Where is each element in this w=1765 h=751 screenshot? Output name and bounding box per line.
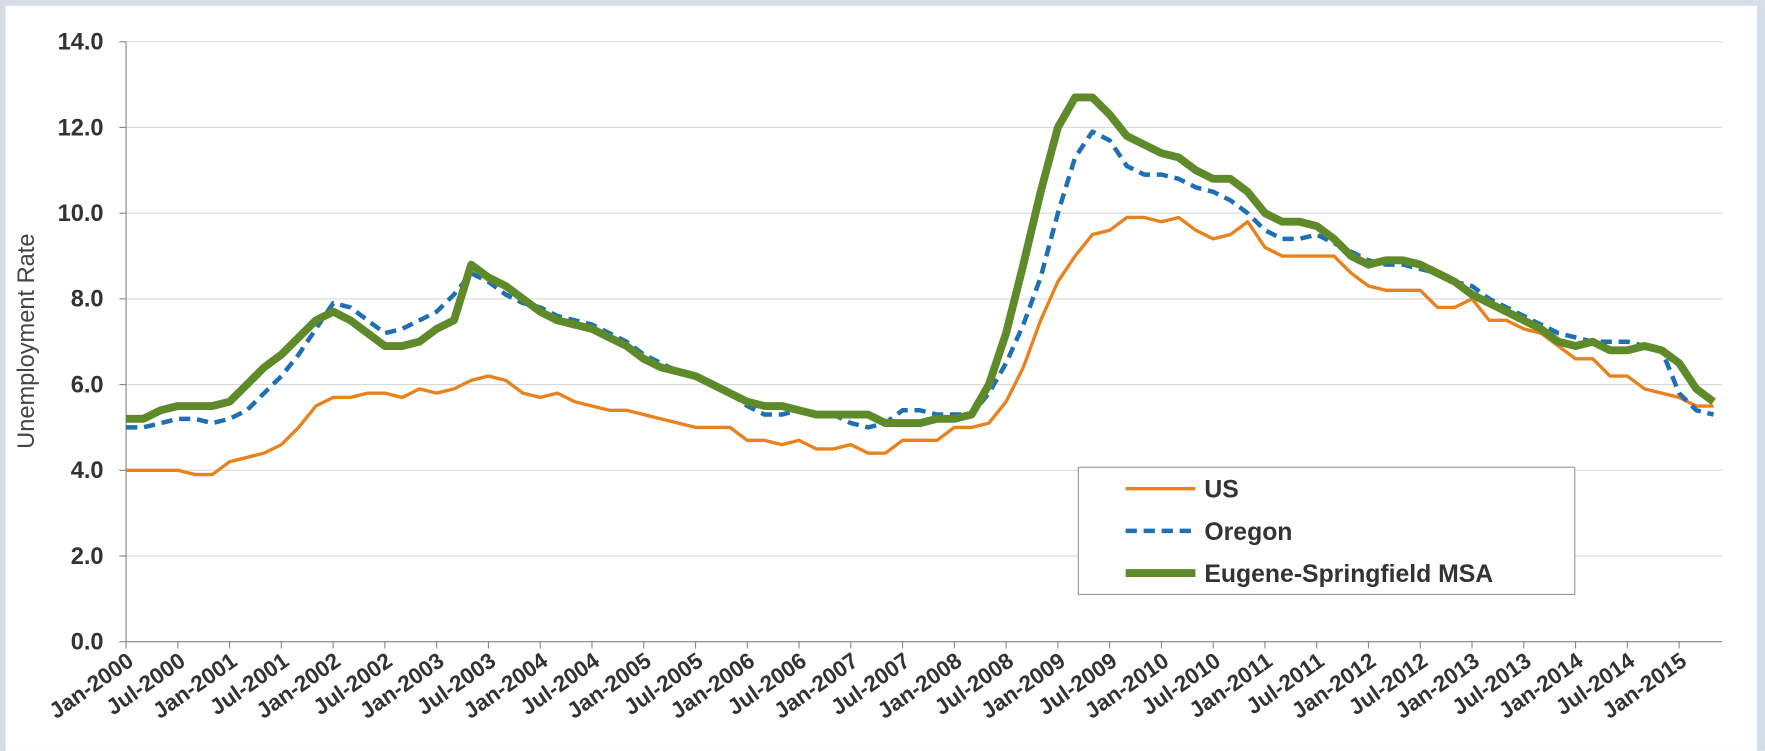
y-tick-label: 14.0 bbox=[58, 30, 104, 56]
y-tick-label: 2.0 bbox=[71, 544, 104, 570]
y-tick-label: 8.0 bbox=[71, 287, 104, 313]
y-tick-label: 0.0 bbox=[71, 630, 104, 656]
series-line bbox=[126, 215, 1714, 477]
legend-label: US bbox=[1204, 477, 1238, 504]
y-tick-label: 6.0 bbox=[71, 372, 104, 398]
series-line bbox=[126, 129, 1715, 430]
y-tick-label: 4.0 bbox=[71, 458, 104, 484]
legend-label: Oregon bbox=[1204, 519, 1292, 546]
y-tick-label: 10.0 bbox=[58, 201, 104, 227]
y-tick-label: 12.0 bbox=[58, 115, 104, 141]
series-line bbox=[126, 93, 1716, 428]
legend-label: Eugene-Springfield MSA bbox=[1204, 561, 1493, 588]
y-axis-label: Unemployment Rate bbox=[14, 233, 40, 448]
panel bbox=[5, 5, 1758, 751]
